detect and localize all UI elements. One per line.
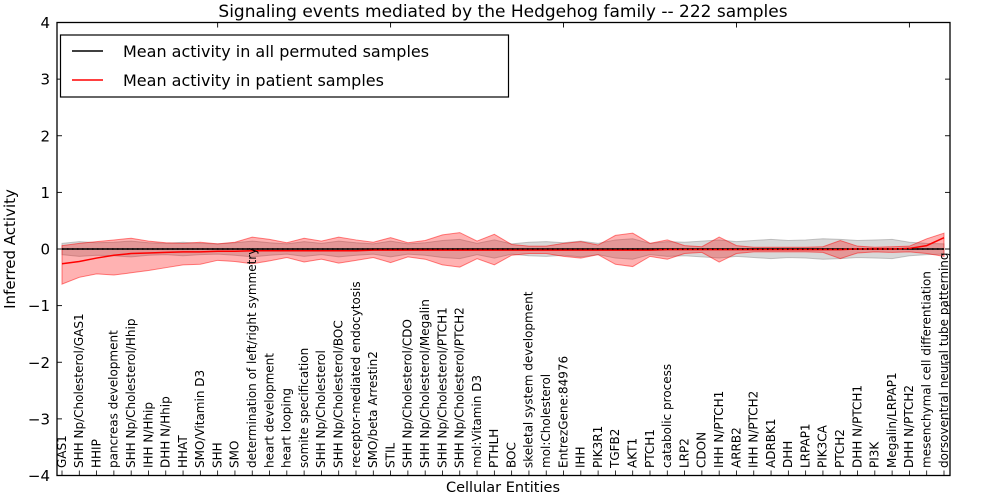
x-tick-label: PIK3R1	[591, 426, 605, 468]
x-tick-label: determination of left/right symmetry	[245, 248, 259, 468]
legend-label-patient: Mean activity in patient samples	[123, 71, 384, 90]
x-tick-label: dorsoventral neural tube patterning	[937, 252, 951, 468]
axes-frame	[56, 21, 951, 477]
x-tick-label: HHAT	[176, 435, 190, 468]
x-tick-label: IHH N/PTCH2	[747, 391, 761, 468]
x-tick-label: SHH Np/Cholesterol/PTCH1	[435, 307, 449, 468]
x-tick-label: SMO/Vitamin D3	[193, 370, 207, 468]
y-tick-label: −3	[28, 410, 50, 428]
x-tick-label: PTCH1	[643, 429, 657, 468]
y-tick-label: −4	[28, 467, 50, 485]
y-tick-label: 0	[40, 241, 50, 259]
y-tick-label: −2	[28, 354, 50, 372]
x-tick-label: SHH Np/Cholesterol/PTCH2	[453, 307, 467, 468]
x-tick-label: mol:Vitamin D3	[470, 375, 484, 468]
patient-samples-range-band	[61, 232, 945, 285]
x-tick-label: EntrezGene:84976	[556, 356, 570, 468]
x-tick-label: receptor-mediated endocytosis	[349, 281, 363, 468]
x-tick-label: SHH Np/Cholesterol	[314, 350, 328, 468]
x-tick-label: ADRBK1	[764, 418, 778, 468]
x-tick-label: AKT1	[626, 438, 640, 468]
x-tick-label: IHH N/Hhip	[141, 402, 155, 468]
plot-area: GAS1 SHH Np/Cholesterol/GAS1 HHIP pancreas …	[28, 14, 951, 485]
x-tick-label: SHH Np/Cholesterol/GAS1	[72, 313, 86, 468]
x-tick-label: PTCH2	[833, 429, 847, 468]
x-tick-label: PI3K	[868, 441, 882, 468]
x-tick-label: IHH	[574, 446, 588, 468]
x-tick-label: PTHLH	[487, 429, 501, 468]
x-tick-label: SHH Np/Cholesterol/Megalin	[418, 299, 432, 468]
x-tick-label: IHH N/PTCH1	[712, 391, 726, 468]
chart-title: Signaling events mediated by the Hedgeho…	[218, 2, 787, 22]
legend-label-permuted: Mean activity in all permuted samples	[123, 42, 429, 61]
x-tick-label: SHH Np/Cholesterol/Hhip	[124, 319, 138, 468]
legend-box	[59, 34, 510, 98]
x-tick-label: LRP2	[677, 438, 691, 468]
x-tick-label: TGFB2	[608, 429, 622, 469]
x-tick-label: SHH Np/Cholesterol/CDO	[401, 319, 415, 468]
x-tick-label: ARRB2	[729, 427, 743, 468]
x-tick-label: skeletal system development	[522, 291, 536, 468]
x-tick-label: DHH	[781, 441, 795, 468]
x-tick-label: catabolic process	[660, 364, 674, 468]
x-tick-label: STIL	[383, 443, 397, 468]
x-tick-label: SHH Np/Cholesterol/BOC	[332, 320, 346, 468]
x-tick-label: GAS1	[55, 435, 69, 468]
x-tick-label: CDON	[695, 432, 709, 468]
patient-mean-line	[61, 236, 945, 265]
x-tick-label: Megalin/LRPAP1	[885, 372, 899, 468]
y-axis-label: Inferred Activity	[1, 189, 19, 309]
x-tick-label: SHH	[210, 442, 224, 468]
legend: Mean activity in all permuted samples Me…	[59, 34, 510, 98]
x-tick-label: SMO/beta Arrestin2	[366, 351, 380, 468]
x-tick-label: pancreas development	[107, 330, 121, 468]
y-tick-label: 4	[40, 14, 50, 32]
x-tick-label: DHH N/Hhip	[159, 396, 173, 468]
x-tick-label: somite specification	[297, 348, 311, 468]
x-axis-label: Cellular Entities	[446, 480, 560, 496]
x-tick-label: DHH N/PTCH2	[902, 385, 916, 468]
x-tick-label: PIK3CA	[816, 424, 830, 468]
x-tick-label: heart development	[262, 353, 276, 468]
x-tick-label: SMO	[228, 441, 242, 468]
y-tick-label: 1	[40, 184, 50, 202]
y-tick-label: −1	[28, 297, 50, 315]
y-tick-label: 3	[40, 71, 50, 89]
x-tick-label: LRPAP1	[798, 423, 812, 468]
x-tick-label: mol:Cholesterol	[539, 374, 553, 468]
y-tick-label: 2	[40, 127, 50, 145]
x-tick-label: mesenchymal cell differentiation	[920, 271, 934, 468]
x-tick-label: heart looping	[280, 388, 294, 468]
x-tick-label: BOC	[504, 442, 518, 468]
x-tick-label: HHIP	[89, 439, 103, 468]
x-tick-label: DHH N/PTCH1	[850, 385, 864, 468]
